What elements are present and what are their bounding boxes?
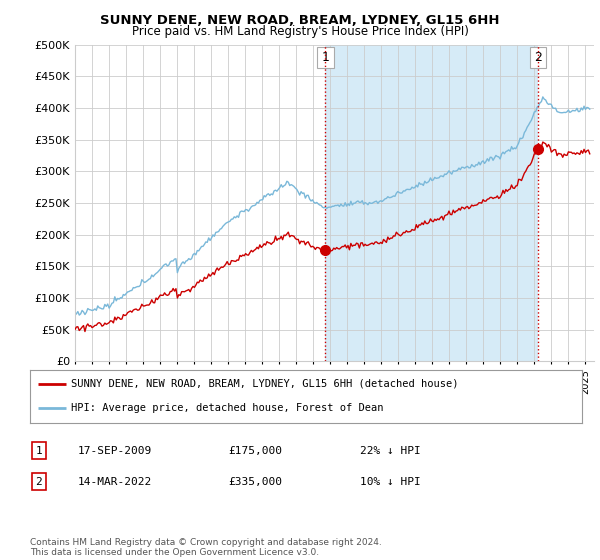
Bar [325, 45, 538, 361]
Text: 2: 2 [35, 477, 43, 487]
Text: £175,000: £175,000 [228, 446, 282, 456]
Text: 2: 2 [534, 51, 542, 64]
Text: SUNNY DENE, NEW ROAD, BREAM, LYDNEY, GL15 6HH (detached house): SUNNY DENE, NEW ROAD, BREAM, LYDNEY, GL1… [71, 379, 459, 389]
Text: SUNNY DENE, NEW ROAD, BREAM, LYDNEY, GL15 6HH: SUNNY DENE, NEW ROAD, BREAM, LYDNEY, GL1… [100, 14, 500, 27]
Text: £335,000: £335,000 [228, 477, 282, 487]
Text: 10% ↓ HPI: 10% ↓ HPI [360, 477, 421, 487]
Text: HPI: Average price, detached house, Forest of Dean: HPI: Average price, detached house, Fore… [71, 403, 384, 413]
Text: 14-MAR-2022: 14-MAR-2022 [78, 477, 152, 487]
Text: 17-SEP-2009: 17-SEP-2009 [78, 446, 152, 456]
Text: Contains HM Land Registry data © Crown copyright and database right 2024.
This d: Contains HM Land Registry data © Crown c… [30, 538, 382, 557]
Text: 22% ↓ HPI: 22% ↓ HPI [360, 446, 421, 456]
Text: 1: 1 [322, 51, 329, 64]
Text: Price paid vs. HM Land Registry's House Price Index (HPI): Price paid vs. HM Land Registry's House … [131, 25, 469, 38]
Text: 1: 1 [35, 446, 43, 456]
